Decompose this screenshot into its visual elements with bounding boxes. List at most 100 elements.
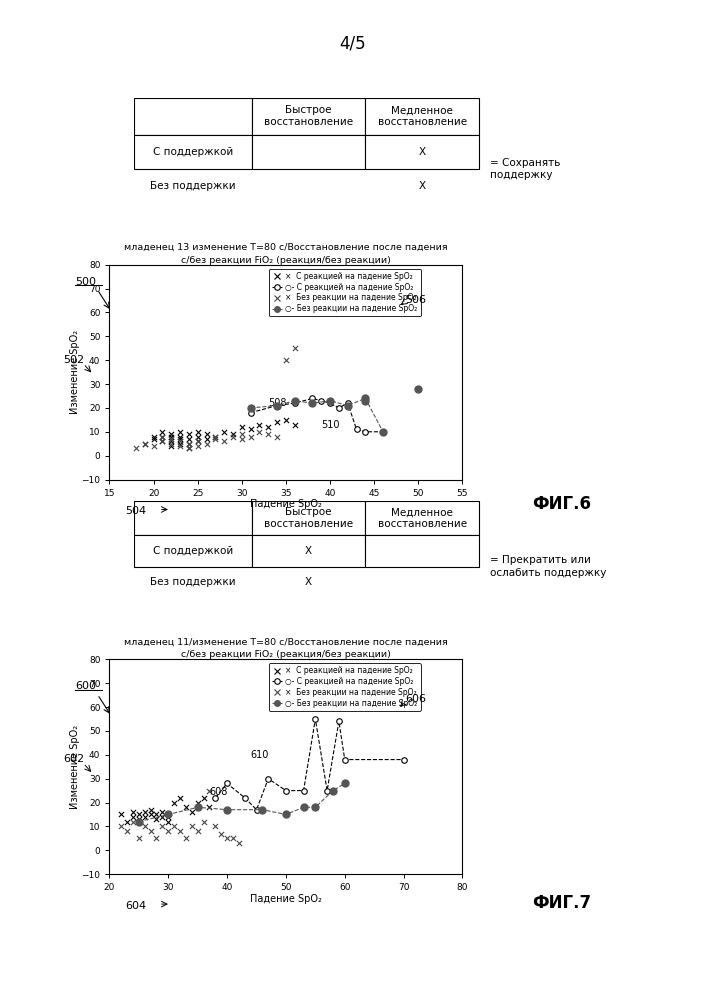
Bar — [251, 135, 366, 169]
Point — [174, 434, 186, 450]
Point — [227, 429, 239, 445]
Point — [180, 830, 191, 846]
Point — [127, 813, 138, 829]
Text: с/без реакции FiO₂ (реакция/без реакции): с/без реакции FiO₂ (реакция/без реакции) — [181, 256, 391, 265]
Point — [139, 818, 150, 834]
Text: С поддержкой: С поддержкой — [152, 545, 233, 555]
Point — [360, 393, 371, 409]
Point — [233, 835, 244, 851]
Bar — [366, 135, 479, 169]
Point — [245, 429, 256, 445]
Bar — [134, 501, 251, 535]
Bar — [251, 501, 366, 535]
Point — [254, 417, 265, 433]
Point — [222, 830, 233, 846]
Point — [289, 417, 301, 433]
Point — [145, 801, 156, 817]
Text: ФИГ.6: ФИГ.6 — [532, 496, 591, 513]
Point — [184, 427, 195, 443]
Point — [121, 823, 133, 839]
Point — [215, 825, 227, 841]
Text: Быстрое
восстановление: Быстрое восстановление — [264, 106, 353, 127]
Point — [192, 434, 203, 450]
Point — [174, 439, 186, 455]
Point — [166, 427, 177, 443]
Point — [198, 790, 209, 806]
Point — [198, 813, 209, 829]
Point — [151, 806, 162, 822]
Text: 608: 608 — [210, 787, 228, 797]
Point — [201, 427, 212, 443]
Point — [263, 419, 274, 435]
Text: 604: 604 — [126, 901, 147, 911]
Point — [184, 431, 195, 447]
Point — [116, 818, 127, 834]
Point — [210, 818, 221, 834]
Bar — [134, 535, 251, 566]
Legend: ×  С реакцией на падение SpO₂, ○- С реакцией на падение SpO₂, ×  Без реакции на : × С реакцией на падение SpO₂, ○- С реакц… — [268, 269, 421, 317]
Point — [166, 436, 177, 452]
Point — [139, 809, 150, 825]
Bar — [251, 535, 366, 566]
Point — [162, 809, 174, 825]
Bar — [251, 98, 366, 135]
Point — [219, 424, 230, 440]
Text: 510: 510 — [321, 421, 340, 431]
Point — [148, 429, 160, 445]
Point — [280, 353, 292, 369]
Text: X: X — [305, 545, 312, 555]
Point — [133, 830, 145, 846]
Point — [201, 436, 212, 452]
Point — [184, 436, 195, 452]
Point — [157, 429, 168, 445]
Text: = Прекратить или
ослабить поддержку: = Прекратить или ослабить поддержку — [490, 555, 606, 577]
Text: 4/5: 4/5 — [340, 35, 366, 53]
Point — [413, 381, 424, 397]
Point — [145, 806, 156, 822]
Point — [280, 412, 292, 428]
Point — [139, 436, 150, 452]
Point — [174, 823, 186, 839]
Point — [145, 823, 156, 839]
Text: 504: 504 — [126, 506, 147, 516]
Legend: ×  С реакцией на падение SpO₂, ○- С реакцией на падение SpO₂, ×  Без реакции на : × С реакцией на падение SpO₂, ○- С реакц… — [268, 663, 421, 711]
Point — [289, 341, 301, 357]
Point — [157, 804, 168, 820]
Point — [166, 431, 177, 447]
Point — [174, 429, 186, 445]
Point — [162, 813, 174, 829]
Point — [157, 434, 168, 450]
Point — [237, 431, 248, 447]
Text: 502: 502 — [64, 355, 85, 365]
Point — [131, 441, 142, 457]
Point — [157, 434, 168, 450]
Text: 600: 600 — [75, 681, 96, 691]
Text: 506: 506 — [405, 295, 426, 305]
Point — [184, 436, 195, 452]
Point — [151, 811, 162, 827]
Text: 500: 500 — [75, 277, 96, 287]
Point — [227, 830, 239, 846]
Point — [166, 434, 177, 450]
Point — [192, 794, 203, 810]
Bar — [366, 535, 479, 566]
Point — [127, 809, 138, 825]
Point — [192, 823, 203, 839]
Text: С поддержкой: С поддержкой — [152, 147, 233, 157]
Point — [192, 434, 203, 450]
Y-axis label: Изменение SpO₂: Изменение SpO₂ — [70, 724, 80, 809]
Point — [148, 439, 160, 455]
Text: Медленное
восстановление: Медленное восстановление — [378, 507, 467, 529]
Text: X: X — [419, 182, 426, 192]
Y-axis label: Изменение SpO₂: Изменение SpO₂ — [70, 330, 80, 415]
Point — [245, 422, 256, 438]
Point — [272, 429, 283, 445]
Point — [116, 806, 127, 822]
Text: = Сохранять
поддержку: = Сохранять поддержку — [490, 158, 561, 181]
Point — [210, 429, 221, 445]
Point — [184, 441, 195, 457]
Point — [174, 436, 186, 452]
Point — [219, 434, 230, 450]
Point — [133, 811, 145, 827]
Point — [210, 431, 221, 447]
